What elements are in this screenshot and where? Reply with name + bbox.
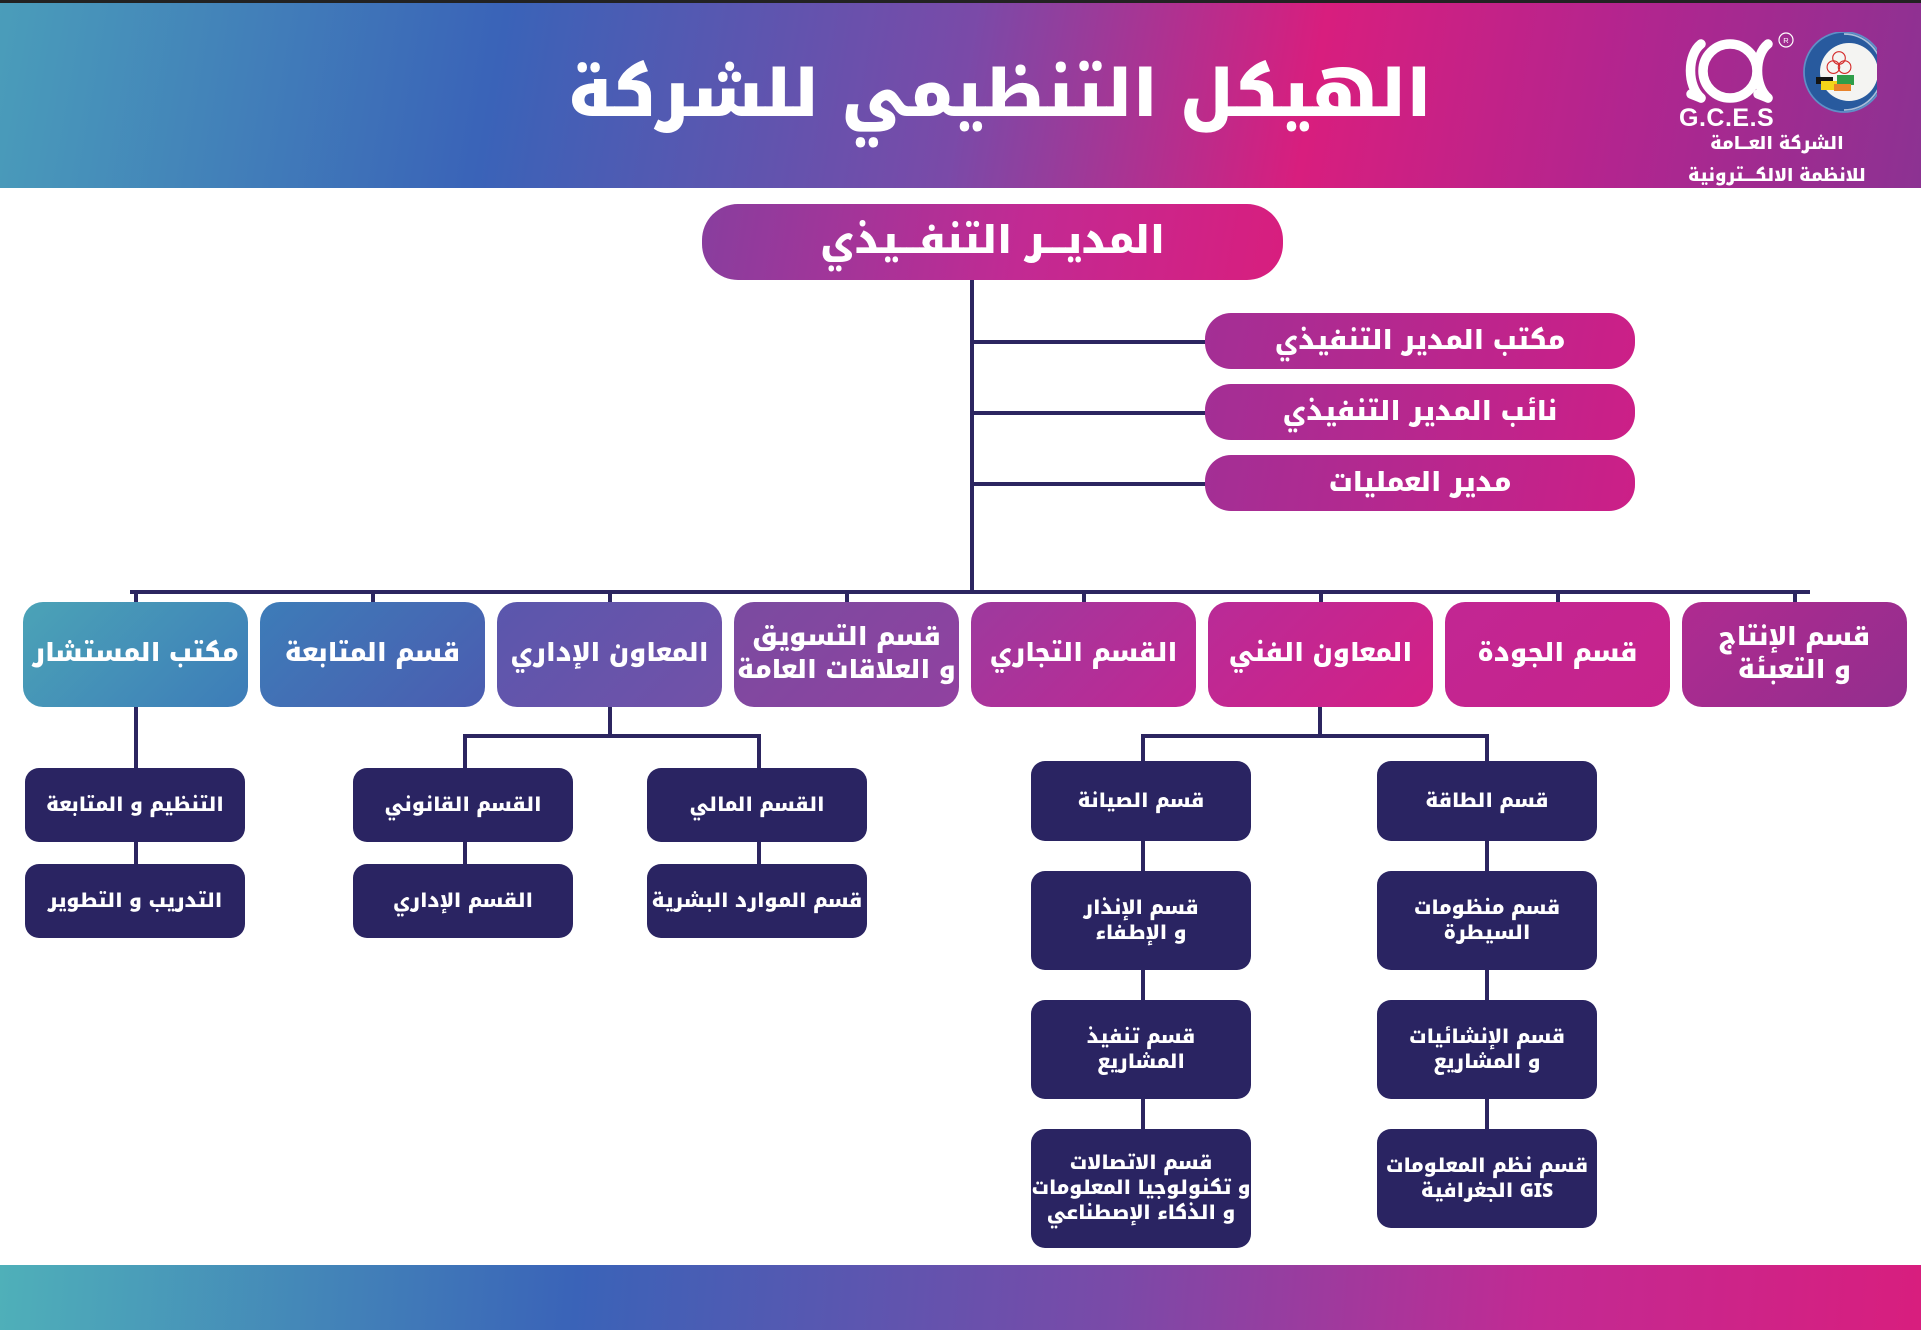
svg-text:R: R bbox=[1783, 36, 1789, 45]
